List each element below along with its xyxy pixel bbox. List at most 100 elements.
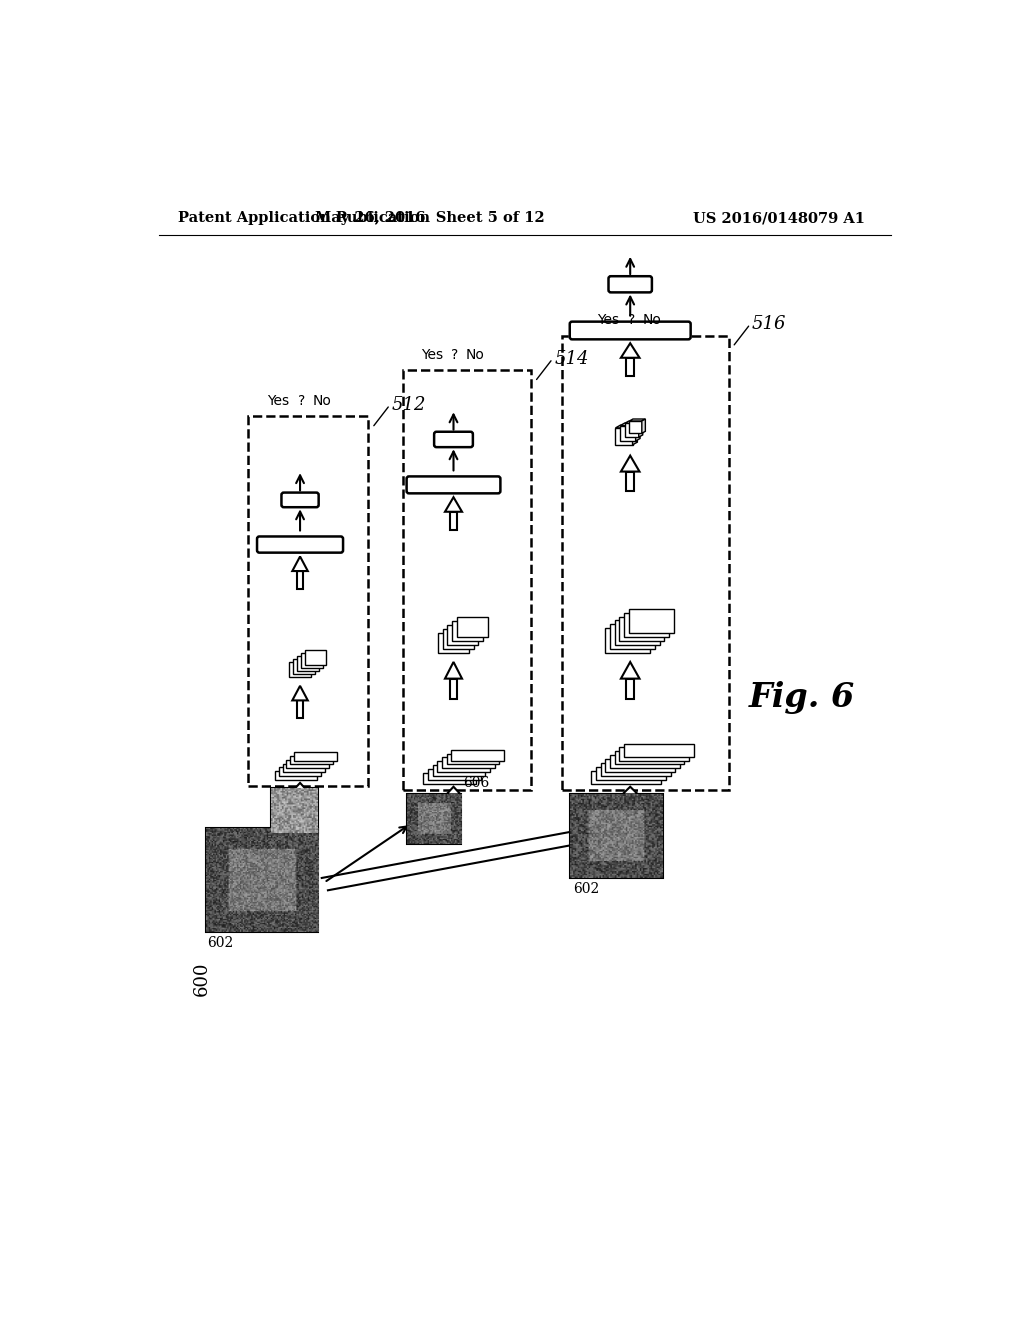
Bar: [627, 471, 634, 491]
Bar: [569, 793, 663, 878]
FancyBboxPatch shape: [569, 322, 690, 339]
Text: ?: ?: [628, 313, 635, 327]
Bar: [620, 747, 689, 760]
Bar: [625, 424, 639, 437]
Bar: [297, 701, 303, 718]
Polygon shape: [621, 424, 640, 425]
Bar: [438, 632, 469, 653]
Bar: [562, 335, 729, 789]
Bar: [447, 626, 478, 645]
Bar: [620, 616, 665, 642]
Bar: [271, 788, 317, 833]
Polygon shape: [642, 418, 645, 433]
Polygon shape: [636, 424, 640, 441]
Text: 604: 604: [273, 837, 299, 851]
Bar: [442, 628, 474, 649]
Bar: [451, 678, 457, 700]
Polygon shape: [445, 663, 462, 678]
Bar: [596, 767, 666, 780]
Text: 512: 512: [391, 396, 426, 413]
Bar: [279, 767, 322, 776]
Bar: [297, 656, 318, 671]
Bar: [274, 771, 317, 780]
Text: 600: 600: [193, 961, 211, 995]
Text: Fig. 6: Fig. 6: [750, 681, 855, 714]
Polygon shape: [292, 557, 308, 572]
Text: May 26, 2016  Sheet 5 of 12: May 26, 2016 Sheet 5 of 12: [315, 211, 545, 226]
Bar: [592, 771, 662, 784]
Bar: [605, 759, 675, 772]
Bar: [605, 628, 650, 653]
Bar: [624, 743, 693, 756]
Text: 602: 602: [573, 882, 600, 896]
Bar: [305, 649, 327, 665]
Text: 514: 514: [554, 350, 589, 367]
Polygon shape: [446, 787, 461, 795]
Bar: [248, 416, 369, 785]
Text: No: No: [466, 347, 484, 362]
Text: No: No: [642, 313, 662, 327]
Bar: [289, 663, 311, 677]
Bar: [297, 572, 303, 589]
Polygon shape: [630, 418, 645, 421]
Bar: [627, 795, 633, 804]
Bar: [297, 791, 303, 800]
Bar: [614, 620, 659, 645]
Polygon shape: [621, 663, 640, 678]
FancyBboxPatch shape: [434, 432, 473, 447]
Text: Yes: Yes: [267, 393, 290, 408]
Polygon shape: [293, 783, 307, 791]
Text: Patent Application Publication: Patent Application Publication: [178, 211, 430, 226]
Bar: [601, 763, 671, 776]
Text: ?: ?: [298, 393, 305, 408]
Text: 606: 606: [463, 776, 489, 789]
Bar: [437, 762, 489, 772]
Polygon shape: [633, 425, 637, 445]
Bar: [428, 770, 480, 780]
Bar: [407, 793, 461, 843]
Polygon shape: [623, 787, 638, 795]
Text: Yes: Yes: [597, 313, 620, 327]
Bar: [291, 756, 333, 764]
Bar: [301, 653, 323, 668]
Text: 602: 602: [207, 936, 233, 950]
Bar: [294, 752, 337, 760]
Bar: [442, 758, 495, 768]
Bar: [446, 754, 500, 764]
Bar: [452, 622, 483, 642]
Polygon shape: [625, 421, 643, 424]
FancyBboxPatch shape: [608, 276, 652, 293]
Bar: [432, 766, 485, 776]
Bar: [423, 774, 476, 784]
Bar: [293, 659, 314, 675]
Bar: [403, 370, 531, 789]
Bar: [621, 425, 636, 441]
Text: Yes: Yes: [421, 347, 442, 362]
Bar: [624, 612, 669, 638]
FancyBboxPatch shape: [407, 477, 501, 494]
Bar: [452, 750, 504, 760]
Bar: [283, 763, 326, 772]
Bar: [610, 624, 655, 649]
Bar: [627, 358, 634, 376]
Bar: [627, 678, 634, 700]
Bar: [451, 795, 457, 804]
Polygon shape: [621, 455, 640, 471]
Bar: [630, 421, 642, 433]
Polygon shape: [639, 421, 643, 437]
Text: No: No: [312, 393, 331, 408]
Polygon shape: [615, 425, 637, 428]
Bar: [206, 829, 317, 932]
Bar: [457, 618, 487, 638]
Bar: [451, 512, 457, 529]
Polygon shape: [292, 686, 308, 701]
FancyBboxPatch shape: [282, 492, 318, 507]
Bar: [629, 609, 674, 634]
Bar: [614, 751, 684, 764]
Text: 516: 516: [752, 315, 786, 333]
Bar: [287, 760, 329, 768]
Text: ?: ?: [452, 347, 459, 362]
Polygon shape: [621, 343, 640, 358]
Bar: [615, 428, 633, 445]
Bar: [610, 755, 680, 768]
